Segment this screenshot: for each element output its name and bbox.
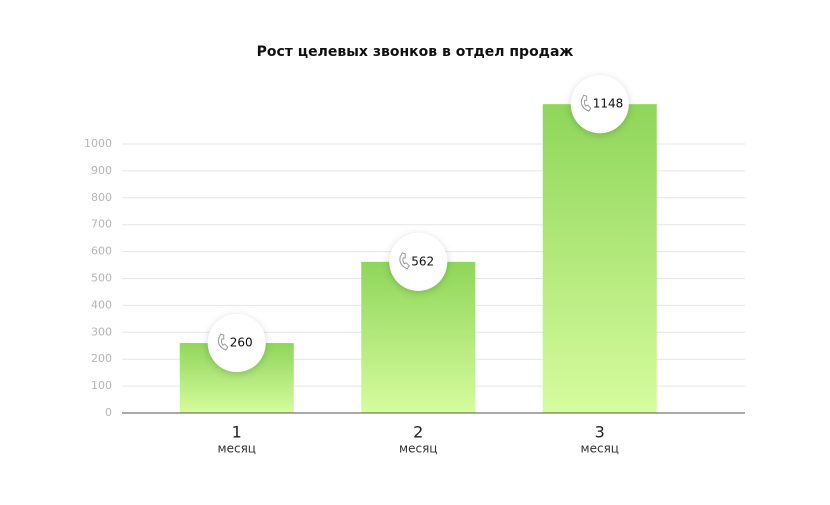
badge-circle [207,314,266,373]
chart-title: Рост целевых звонков в отдел продаж [257,44,574,60]
bar [542,104,657,414]
value-badge: 260 [207,314,266,373]
y-tick-label: 100 [91,379,112,392]
y-tick-label: 900 [91,164,112,177]
x-unit-label: месяц [218,442,256,456]
y-tick-label: 1000 [84,137,112,150]
y-tick-label: 300 [91,325,112,338]
phone-icon [580,94,592,112]
y-tick-label: 500 [91,272,112,285]
badge-circle [570,75,629,134]
y-tick-label: 200 [91,352,112,365]
x-unit-label: месяц [581,442,619,456]
x-tick-label: 1 [232,423,242,442]
value-label: 1148 [593,97,624,111]
y-tick-label: 0 [105,406,112,419]
y-tick-label: 800 [91,191,112,204]
x-unit-label: месяц [399,442,437,456]
value-badge: 562 [389,232,448,291]
phone-icon [217,333,229,351]
y-tick-label: 400 [91,298,112,311]
phone-icon [399,252,410,270]
value-badge: 1148 [570,75,629,134]
value-label: 260 [230,336,253,350]
y-tick-label: 600 [91,245,112,258]
x-tick-label: 3 [595,423,605,442]
badge-circle [389,232,448,291]
x-tick-label: 2 [413,423,423,442]
value-label: 562 [411,254,434,268]
y-tick-label: 700 [91,218,112,231]
